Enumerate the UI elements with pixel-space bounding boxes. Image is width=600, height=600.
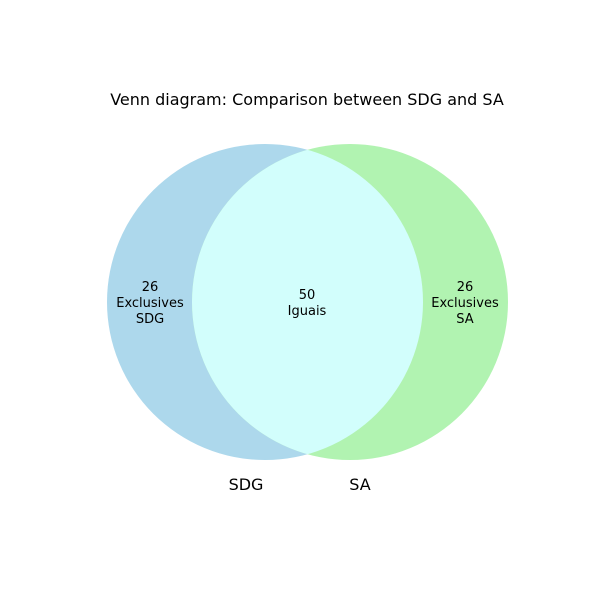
sdg-set-label: SDG [229,475,264,494]
sa-exclusive-label: Exclusives [431,296,499,311]
shared-label: Iguais [288,304,327,319]
sa-exclusive-set-name: SA [456,312,473,327]
intersection-region [192,144,423,460]
sdg-exclusive-set-name: SDG [136,312,164,327]
shared-count: 50 [299,288,316,303]
diagram-title: Venn diagram: Comparison between SDG and… [110,90,504,109]
sa-set-label: SA [349,475,370,494]
sa-exclusive-count: 26 [457,280,474,295]
sdg-exclusive-label: Exclusives [116,296,184,311]
sdg-exclusive-count: 26 [142,280,159,295]
